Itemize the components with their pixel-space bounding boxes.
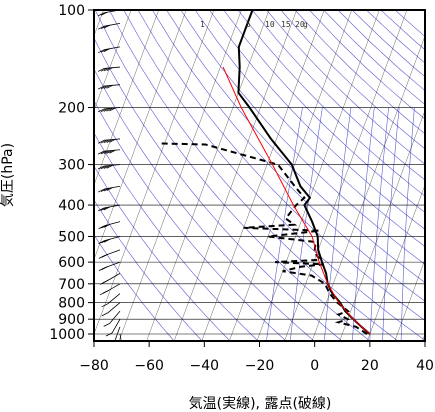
mixing-ratio-label: 15 xyxy=(281,20,291,29)
wind-barb xyxy=(98,236,121,244)
x-tick-label: −20 xyxy=(245,358,275,374)
y-tick-label: 300 xyxy=(58,158,85,174)
mixing-ratio-line xyxy=(266,107,303,341)
dry-adiabat xyxy=(94,234,175,341)
y-tick-label: 600 xyxy=(58,255,85,271)
wind-barb xyxy=(97,149,121,155)
isotherm-gridline xyxy=(229,10,353,341)
dry-adiabat xyxy=(123,10,425,341)
grid-lines xyxy=(94,10,425,341)
wind-barb xyxy=(98,185,121,193)
isotherm-gridline xyxy=(284,10,408,341)
isotherm-gridline xyxy=(94,10,215,335)
wind-barb xyxy=(98,46,121,54)
isotherm-gridline xyxy=(394,258,425,341)
dry-adiabat xyxy=(280,10,425,150)
wind-barb xyxy=(97,84,121,90)
mixing-ratio-label: 1 xyxy=(200,20,205,29)
wind-barb xyxy=(99,273,121,285)
dry-adiabat xyxy=(351,10,425,78)
wind-barb xyxy=(105,318,121,337)
mixing-ratio-line xyxy=(352,107,375,341)
x-tick-label: 40 xyxy=(416,358,434,374)
mixing-ratio-labels: 1 5 10 15 20g xyxy=(200,20,308,29)
wind-barb xyxy=(103,310,121,327)
mixing-ratio-label: 10 xyxy=(265,20,275,29)
x-tick-label: 0 xyxy=(310,358,319,374)
y-tick-label: 800 xyxy=(58,296,85,312)
isotherm-gridline xyxy=(367,184,425,341)
mixing-ratio-line xyxy=(324,107,352,341)
y-tick-label: 900 xyxy=(58,312,85,328)
isotherm-gridline xyxy=(94,10,159,186)
isotherm-gridline xyxy=(146,10,270,341)
wind-barb xyxy=(101,302,121,317)
x-axis-ticks: −80 −60 −40 −20 0 20 40 xyxy=(79,341,434,374)
wind-barb xyxy=(98,249,121,259)
wind-barb xyxy=(97,138,121,144)
isotherm-gridline xyxy=(201,10,325,341)
mixing-ratio-line xyxy=(382,107,400,341)
dry-adiabat xyxy=(194,10,425,247)
dry-adiabat xyxy=(152,10,425,302)
dry-adiabat xyxy=(237,10,425,197)
y-tick-label: 400 xyxy=(58,198,85,214)
x-axis-label: 気温(実線), 露点(破線) xyxy=(189,396,332,412)
dry-adiabat xyxy=(266,10,425,165)
wind-barb xyxy=(97,107,121,113)
wind-barb xyxy=(98,23,121,30)
dry-adiabat xyxy=(166,10,425,283)
y-axis-label: 気圧(hPa) xyxy=(0,143,16,207)
y-tick-label: 500 xyxy=(58,229,85,245)
wind-barb xyxy=(114,326,121,341)
isotherm-gridline xyxy=(94,10,132,112)
wind-barb xyxy=(99,283,121,296)
x-tick-label: −40 xyxy=(190,358,220,374)
x-tick-label: −60 xyxy=(134,358,164,374)
x-tick-label: −80 xyxy=(79,358,109,374)
isotherm-gridline xyxy=(94,10,187,261)
y-tick-label: 1000 xyxy=(49,327,85,343)
wind-barbs xyxy=(97,10,122,341)
isotherm-gridline xyxy=(256,10,380,341)
y-tick-label: 200 xyxy=(58,101,85,117)
wind-barb xyxy=(119,333,122,341)
dry-adiabat xyxy=(251,10,425,181)
wind-barb xyxy=(98,221,121,230)
mixing-ratio-line xyxy=(400,107,415,341)
wind-barb xyxy=(101,293,121,308)
dry-adiabat xyxy=(209,10,425,230)
dry-adiabat xyxy=(94,100,287,341)
dry-adiabat xyxy=(294,10,425,135)
dry-adiabat xyxy=(94,37,343,341)
parcel-line xyxy=(222,66,371,335)
isotherm-gridline xyxy=(173,10,297,341)
wind-barb xyxy=(98,204,121,212)
dry-adiabat xyxy=(180,10,425,265)
mixing-ratio-line xyxy=(369,107,389,341)
isotherm-gridline xyxy=(118,10,242,341)
dry-adiabat xyxy=(223,10,425,213)
x-tick-label: 20 xyxy=(361,358,379,374)
dry-adiabat xyxy=(94,165,231,341)
series-layer xyxy=(158,10,371,335)
dry-adiabat xyxy=(94,68,315,341)
isotherm-gridline xyxy=(311,35,425,341)
y-tick-label: 700 xyxy=(58,277,85,293)
wind-barb xyxy=(97,164,121,170)
wind-barb xyxy=(98,261,121,271)
mixing-ratio-label: 20 xyxy=(295,20,305,29)
mixing-ratio-label: 5 xyxy=(246,20,251,29)
y-tick-label: 100 xyxy=(58,3,85,19)
mixing-ratio-label: g xyxy=(303,20,308,29)
dry-adiabat xyxy=(94,132,259,341)
wind-barb xyxy=(97,66,121,72)
dry-adiabat xyxy=(94,199,203,341)
isotherm-gridline xyxy=(339,109,425,341)
